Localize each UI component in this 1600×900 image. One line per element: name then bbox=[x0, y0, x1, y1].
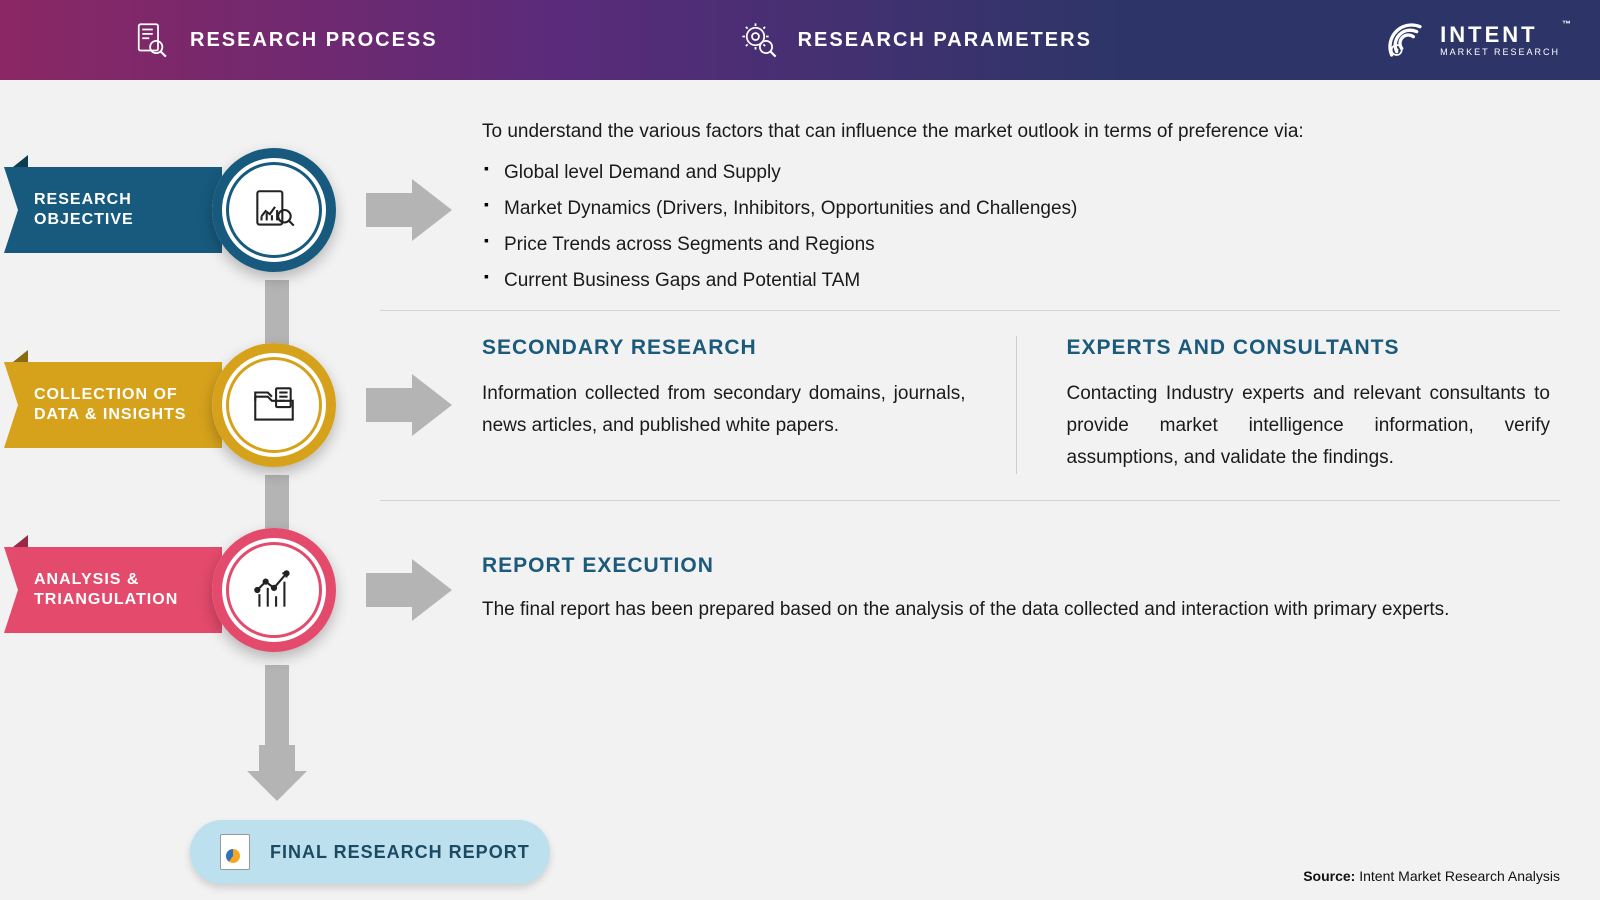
final-report-pill: FINAL RESEARCH REPORT bbox=[190, 820, 550, 884]
arrow-right-icon bbox=[366, 374, 452, 436]
stage-node-objective bbox=[212, 148, 336, 272]
logo-line1: INTENT bbox=[1440, 24, 1560, 46]
report-document-icon bbox=[220, 834, 250, 870]
stage2-left-col: SECONDARY RESEARCH Information collected… bbox=[482, 336, 966, 475]
stage-banner-objective: RESEARCH OBJECTIVE bbox=[4, 167, 222, 253]
stage-node-collection bbox=[212, 343, 336, 467]
stage-row-analysis: ANALYSIS & TRIANGULATION REPORT EXECUTIO… bbox=[0, 500, 1600, 680]
stage1-info: To understand the various factors that c… bbox=[452, 121, 1600, 299]
bullet-item: Market Dynamics (Drivers, Inhibitors, Op… bbox=[504, 191, 1550, 227]
bullet-item: Price Trends across Segments and Regions bbox=[504, 227, 1550, 263]
bullet-item: Global level Demand and Supply bbox=[504, 155, 1550, 191]
vertical-connector bbox=[265, 665, 289, 755]
stage-label: RESEARCH OBJECTIVE bbox=[34, 190, 212, 230]
stage-row-objective: RESEARCH OBJECTIVE To understand the var… bbox=[0, 110, 1600, 310]
secondary-research-body: Information collected from secondary dom… bbox=[482, 378, 966, 443]
column-divider bbox=[1016, 336, 1017, 475]
arrow-right-icon bbox=[366, 179, 452, 241]
experts-heading: EXPERTS AND CONSULTANTS bbox=[1067, 336, 1551, 360]
logo-line2: MARKET RESEARCH bbox=[1440, 48, 1560, 57]
stage1-intro: To understand the various factors that c… bbox=[482, 121, 1550, 143]
header-left-title: RESEARCH PROCESS bbox=[190, 29, 438, 52]
source-attribution: Source: Intent Market Research Analysis bbox=[1303, 868, 1560, 884]
brand-logo: INTENT MARKET RESEARCH bbox=[1380, 15, 1560, 65]
gear-search-icon bbox=[738, 19, 780, 61]
stage3-info: REPORT EXECUTION The final report has be… bbox=[452, 554, 1600, 626]
arrow-right-icon bbox=[366, 559, 452, 621]
final-report-label: FINAL RESEARCH REPORT bbox=[270, 842, 530, 863]
stage2-right-col: EXPERTS AND CONSULTANTS Contacting Indus… bbox=[1067, 336, 1551, 475]
stage-banner-collection: COLLECTION OF DATA & INSIGHTS bbox=[4, 362, 222, 448]
document-search-icon bbox=[130, 19, 172, 61]
row-divider bbox=[380, 500, 1560, 501]
stage2-info: SECONDARY RESEARCH Information collected… bbox=[452, 336, 1600, 475]
secondary-research-heading: SECONDARY RESEARCH bbox=[482, 336, 966, 360]
source-value: Intent Market Research Analysis bbox=[1359, 868, 1560, 884]
stage-label: ANALYSIS & TRIANGULATION bbox=[34, 570, 212, 610]
stage1-bullets: Global level Demand and Supply Market Dy… bbox=[482, 155, 1550, 299]
arrow-down-icon bbox=[247, 745, 307, 805]
header-bar: RESEARCH PROCESS RESEARCH PARAMETERS INT… bbox=[0, 0, 1600, 80]
header-left: RESEARCH PROCESS bbox=[130, 19, 438, 61]
stage-row-collection: COLLECTION OF DATA & INSIGHTS SECONDARY … bbox=[0, 310, 1600, 500]
header-right: RESEARCH PARAMETERS bbox=[738, 19, 1092, 61]
header-right-title: RESEARCH PARAMETERS bbox=[798, 29, 1092, 52]
bullet-item: Current Business Gaps and Potential TAM bbox=[504, 263, 1550, 299]
stage-label: COLLECTION OF DATA & INSIGHTS bbox=[34, 385, 212, 425]
report-execution-body: The final report has been prepared based… bbox=[482, 594, 1550, 626]
logo-arc-icon bbox=[1380, 15, 1430, 65]
source-label: Source: bbox=[1303, 868, 1355, 884]
content-area: RESEARCH OBJECTIVE To understand the var… bbox=[0, 80, 1600, 900]
stage-node-analysis bbox=[212, 528, 336, 652]
experts-body: Contacting Industry experts and relevant… bbox=[1067, 378, 1551, 475]
stage-banner-analysis: ANALYSIS & TRIANGULATION bbox=[4, 547, 222, 633]
row-divider bbox=[380, 310, 1560, 311]
report-execution-heading: REPORT EXECUTION bbox=[482, 554, 1550, 578]
